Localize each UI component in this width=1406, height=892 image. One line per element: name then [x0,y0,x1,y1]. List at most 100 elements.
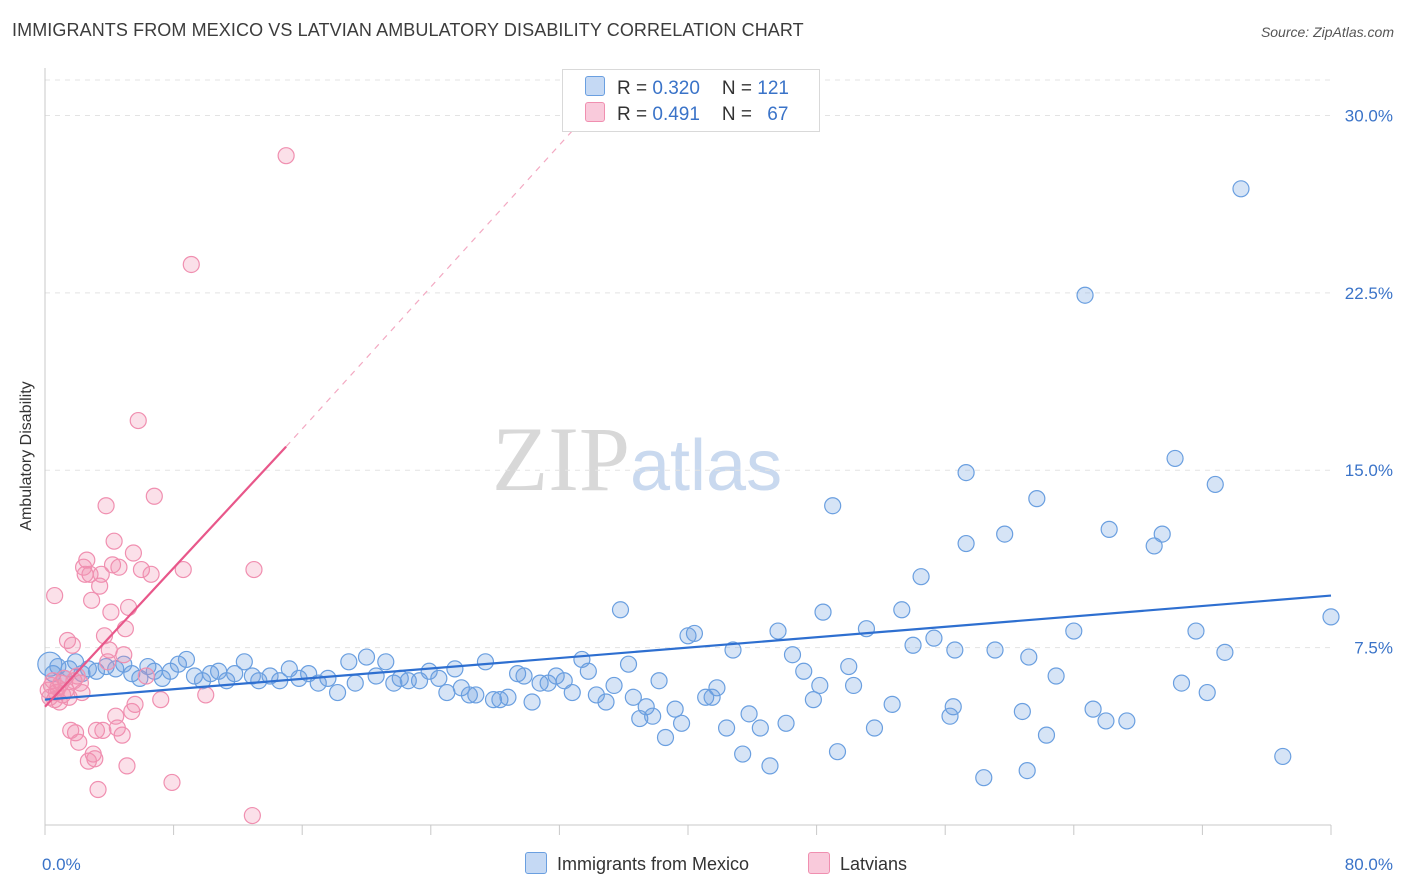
mexico-point [761,757,779,775]
mexico-point [1013,702,1031,721]
y-tick-label: 7.5% [1354,639,1393,658]
latvians-point [102,603,120,621]
mexico-point [624,688,642,706]
latvians-point [174,560,192,579]
latvians-point [277,147,295,165]
mexico-point [597,693,615,711]
mexico-point [904,636,922,654]
mexico-point [377,653,395,671]
latvians-point [92,565,110,583]
latvians-point [126,695,144,713]
bottom-legend-mexico: Immigrants from Mexico [525,852,749,875]
mexico-point [1216,643,1234,661]
mexico-point [986,641,1004,659]
mexico-point [957,534,975,553]
mexico-point [1037,726,1056,744]
latvians-point [118,757,136,775]
mexico-point [430,669,448,687]
latvians-point [70,733,88,751]
chart-title: IMMIGRANTS FROM MEXICO VS LATVIAN AMBULA… [12,20,804,40]
trend-lines [44,126,1332,708]
mexico-point [814,603,832,621]
mexico-point [587,686,605,704]
mexico-point [824,497,842,515]
y-tick-label: 30.0% [1345,106,1393,125]
mexico-point [685,624,704,643]
mexico-point [941,707,959,725]
mexico-point [804,691,822,709]
latvians-point [132,560,151,579]
mexico-point [1118,712,1136,730]
mexico-point [944,698,962,716]
latvians-point [46,586,64,605]
mexico-point [235,653,253,671]
mexico-point [650,672,668,690]
mexico-point [579,662,597,680]
mexico-point [769,622,787,640]
latvians-point [86,750,104,768]
latvians-point [110,558,128,576]
legend-swatch-latvians [585,102,605,122]
correlation-legend: R = 0.320 N = 121 R = 0.491 N = 67 [562,69,820,132]
mexico-point [1145,537,1163,555]
mexico-point [783,646,802,664]
series-latvians [39,147,295,825]
mexico-point [367,667,385,685]
mexico-point [169,655,188,673]
mexico-point [672,714,691,732]
mexico-point [319,669,337,687]
legend-r-value: 0.320 [652,78,700,99]
mexico-point [523,693,541,711]
mexico-point [724,641,742,659]
mexico-point [1018,762,1036,780]
mexico-point [340,653,358,671]
legend-row-latvians: R = 0.491 N = 67 [585,102,788,128]
latvians-point [152,691,170,709]
latvians-point [66,724,85,742]
mexico-point [697,688,715,706]
latvians-point [89,780,107,799]
mexico-point [1198,683,1216,702]
latvians-point [78,551,96,569]
mexico-point [644,707,662,725]
mexico-point [751,719,769,737]
mexico-point [1076,286,1094,304]
mexico-point [484,691,503,709]
mexico-point [611,601,630,619]
mexico-point [357,648,376,666]
mexico-point [467,686,485,704]
latvians-point [137,667,155,685]
latvians-point [182,255,200,274]
latvians-point [243,806,261,825]
mexico-point [460,686,478,704]
bottom-legend-label-latvians: Latvians [840,854,908,874]
mexico-point [309,674,327,692]
mexico-point [226,665,244,683]
mexico-point [1084,700,1102,718]
latvians-point [113,726,131,744]
mexico-point [912,568,930,586]
mexico-point [844,676,863,695]
latvians-point [63,636,81,654]
mexico-point [1274,747,1292,766]
mexico-point [1047,667,1065,685]
latvians-point [116,620,134,638]
zipatlas-watermark: ZIP atlas [492,408,782,510]
mexico-point [1232,180,1250,198]
latvians-point [197,686,215,704]
mexico-point [734,745,752,763]
mexico-point [708,679,726,697]
mexico-point [1020,648,1038,666]
latvians-point [163,773,181,792]
mexico-point [666,700,684,718]
mexico-point [446,660,464,678]
latvians-point [129,411,147,430]
bottom-legend-label-mexico: Immigrants from Mexico [557,854,750,874]
mexico-point [515,667,533,685]
mexico-point [1100,520,1118,538]
latvians-point [245,560,263,579]
bottom-legend-swatch-latvians [808,852,830,874]
mexico-point [123,665,141,683]
mexico-point [828,743,847,761]
x-tick-label: 0.0% [42,855,81,874]
